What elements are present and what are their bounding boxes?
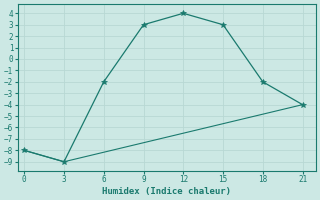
X-axis label: Humidex (Indice chaleur): Humidex (Indice chaleur) <box>102 187 231 196</box>
